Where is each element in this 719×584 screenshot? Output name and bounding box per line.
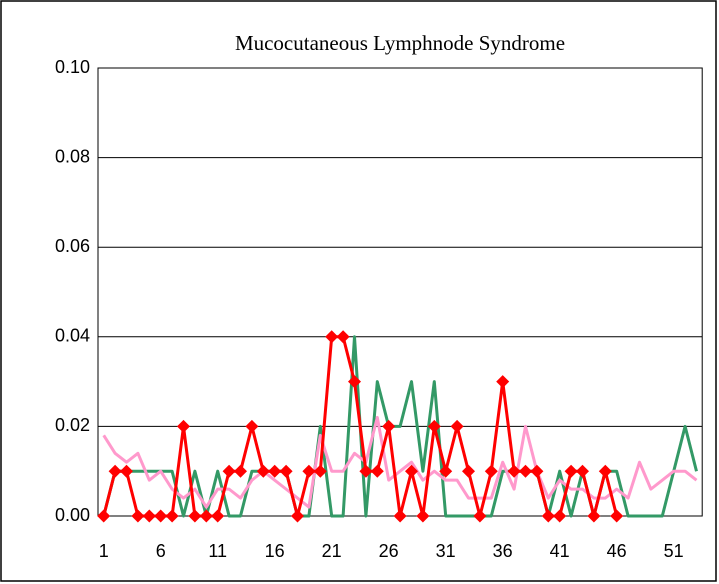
chart-title: Mucocutaneous Lymphnode Syndrome — [235, 31, 565, 55]
marker — [462, 464, 475, 478]
marker — [484, 464, 498, 478]
marker — [576, 464, 589, 478]
marker — [610, 509, 624, 523]
marker — [188, 509, 202, 523]
marker — [473, 509, 487, 523]
marker — [541, 509, 555, 523]
x-tick-label: 51 — [664, 541, 684, 561]
marker — [154, 509, 168, 523]
marker — [439, 464, 453, 478]
y-tick-label: 0.08 — [55, 146, 90, 166]
marker — [359, 464, 373, 478]
x-tick-label: 36 — [493, 541, 513, 561]
marker — [427, 419, 441, 433]
x-tick-label: 31 — [436, 541, 456, 561]
marker — [519, 464, 532, 478]
marker — [450, 419, 464, 433]
marker — [507, 464, 521, 478]
x-tick-label: 21 — [322, 541, 342, 561]
marker — [336, 330, 350, 344]
x-tick-label: 1 — [99, 541, 109, 561]
marker — [142, 509, 156, 523]
marker — [553, 509, 567, 523]
x-tick-label: 16 — [265, 541, 285, 561]
marker — [325, 330, 339, 344]
marker — [382, 419, 396, 433]
marker — [279, 464, 293, 478]
marker — [256, 464, 270, 478]
y-tick-label: 0.04 — [55, 326, 90, 346]
marker — [234, 464, 247, 478]
marker — [211, 509, 225, 523]
x-tick-label: 11 — [208, 541, 227, 561]
marker — [564, 464, 578, 478]
marker — [393, 509, 407, 523]
x-tick-label: 26 — [379, 541, 399, 561]
marker — [268, 464, 282, 478]
marker — [165, 509, 179, 523]
x-tick-label: 41 — [550, 541, 570, 561]
marker — [131, 509, 145, 523]
marker — [598, 464, 612, 478]
marker — [587, 509, 601, 523]
marker — [405, 464, 418, 478]
marker — [120, 464, 133, 478]
marker — [302, 464, 316, 478]
marker — [97, 509, 111, 523]
y-tick-label: 0.02 — [55, 415, 90, 435]
marker — [177, 419, 190, 433]
marker — [199, 509, 213, 523]
marker — [496, 375, 510, 389]
marker — [313, 464, 327, 478]
y-tick-label: 0.00 — [55, 505, 90, 525]
marker — [530, 464, 544, 478]
x-tick-label: 46 — [607, 541, 627, 561]
marker — [222, 464, 236, 478]
marker — [108, 464, 122, 478]
y-tick-label: 0.10 — [55, 57, 90, 77]
marker — [416, 509, 430, 523]
x-tick-label: 6 — [156, 541, 166, 561]
marker — [291, 509, 304, 523]
marker — [245, 419, 259, 433]
y-tick-label: 0.06 — [55, 236, 90, 256]
marker — [370, 464, 384, 478]
marker — [348, 375, 361, 389]
